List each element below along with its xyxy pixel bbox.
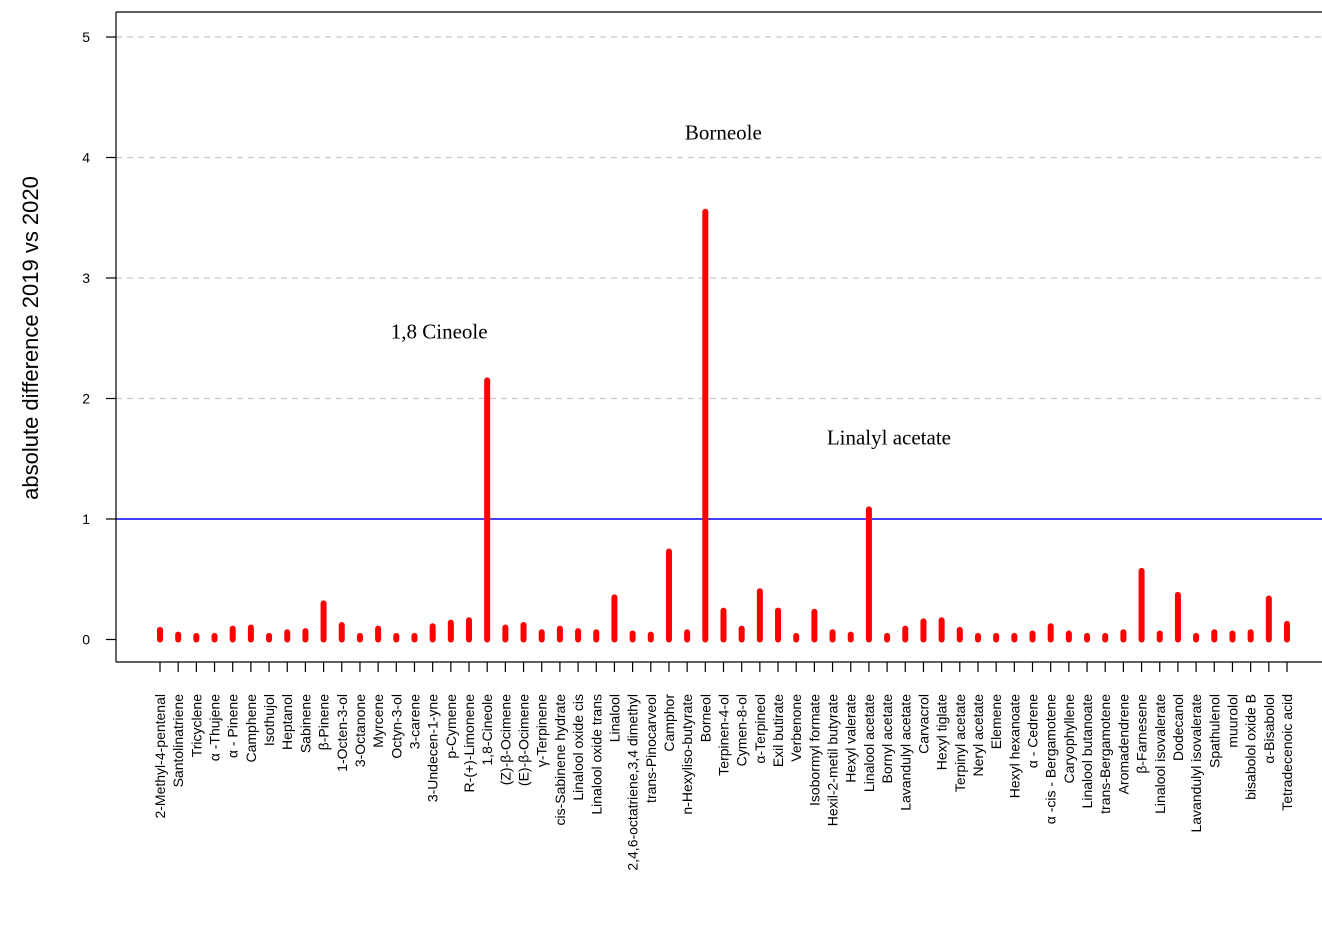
- x-tick-label: (E)-β-Ocimene: [516, 694, 532, 786]
- annotation-label: Linalyl acetate: [827, 425, 951, 449]
- x-tick-label: cis-Sabinene hydrate: [552, 694, 568, 826]
- x-tick-label: α - Cedrene: [1025, 694, 1041, 768]
- x-tick-label: Sabinene: [297, 694, 313, 753]
- x-tick-label: muurolol: [1224, 694, 1240, 748]
- x-tick-label: Lavandulyl isovalerate: [1188, 694, 1204, 833]
- y-ticks: 0 1 2 3 4 5: [82, 29, 116, 648]
- x-tick-label: Linalool acetate: [861, 694, 877, 792]
- gridlines: [116, 36, 1322, 400]
- y-tick-label: 4: [82, 150, 90, 166]
- x-tick-label: Camphene: [243, 694, 259, 763]
- x-tick-label: Neryl acetate: [970, 694, 986, 777]
- x-tick-label: Heptanol: [279, 694, 295, 750]
- x-tick-label: Aromadendrene: [1115, 694, 1131, 795]
- x-tick-label: 2-Methyl-4-pentenal: [152, 694, 168, 819]
- x-tick-label: α-Terpineol: [752, 694, 768, 764]
- x-tick-label: Carvacrol: [915, 694, 931, 754]
- x-tick-label: Linalool isovalerate: [1152, 694, 1168, 814]
- x-tick-label: Exil butirate: [770, 694, 786, 767]
- x-tick-label: Dodecanol: [1170, 694, 1186, 761]
- y-tick-label: 2: [82, 391, 90, 407]
- x-tick-label: Spathulenol: [1206, 694, 1222, 768]
- x-tick-label: α -cis - Bergamotene: [1043, 694, 1059, 824]
- x-tick-label: Isothujol: [261, 694, 277, 746]
- axes: [115, 11, 1322, 663]
- x-tick-label: 3-carene: [406, 694, 422, 749]
- x-tick-label: trans-Bergamotene: [1097, 694, 1113, 814]
- annotation-label: Borneole: [685, 120, 762, 144]
- x-tick-label: Camphor: [661, 694, 677, 752]
- x-tick-label: Isobormyl formate: [806, 694, 822, 806]
- x-tick-label: Linalool oxide cis: [570, 694, 586, 801]
- annotation-label: 1,8 Cineole: [391, 319, 488, 343]
- x-tick-label: Myrcene: [370, 694, 386, 748]
- x-tick-label: α -Thujene: [207, 694, 223, 761]
- x-ticks: 2-Methyl-4-pentenal Santolinatriene Tricyc…: [152, 662, 1295, 871]
- x-tick-label: Octyn-3-ol: [388, 694, 404, 759]
- x-tick-label: 1-Octen-3-ol: [334, 694, 350, 772]
- x-tick-label: (Z)-β-Ocimene: [497, 694, 513, 785]
- x-tick-label: Caryophyllene: [1061, 694, 1077, 784]
- x-tick-label: α - Pinene: [225, 694, 241, 758]
- bars: [157, 208, 1290, 643]
- x-tick-label: Borneol: [697, 694, 713, 742]
- x-tick-label: α-Bisabolol: [1261, 694, 1277, 764]
- x-tick-label: Hexyl hexanoate: [1006, 694, 1022, 799]
- x-tick-label: β-Farnesene: [1134, 694, 1150, 774]
- x-tick-label: Terpinyl acetate: [952, 694, 968, 792]
- y-tick-label: 0: [82, 632, 90, 648]
- x-tick-label: Verbenone: [788, 694, 804, 762]
- x-tick-label: Cymen-8-ol: [734, 694, 750, 766]
- x-tick-label: Elemene: [988, 694, 1004, 749]
- x-tick-label: p-Cymene: [443, 694, 459, 759]
- x-tick-label: Tricyclene: [188, 694, 204, 757]
- x-tick-label: Hexil-2-metil butyrate: [825, 694, 841, 826]
- x-tick-label: Tetradecenoic acid: [1279, 694, 1295, 811]
- x-tick-label: Terpinen-4-ol: [716, 694, 732, 776]
- y-tick-label: 1: [82, 511, 90, 527]
- x-tick-label: 3-Octanone: [352, 694, 368, 767]
- annotations: 1,8 Cineole Borneole Linalyl acetate: [391, 120, 951, 449]
- x-tick-label: 1,8-Cineole: [479, 694, 495, 766]
- x-tick-label: n-Hexyliso-butyrate: [679, 694, 695, 815]
- x-tick-label: Hexyl tiglate: [934, 694, 950, 770]
- x-tick-label: Hexyl valerate: [843, 694, 859, 783]
- y-tick-label: 5: [82, 29, 90, 45]
- x-tick-label: 3-Undecen-1-yne: [425, 694, 441, 802]
- x-tick-label: 2,4,6-octatriene,3,4 dimethyl: [625, 694, 641, 871]
- y-tick-label: 3: [82, 270, 90, 286]
- x-tick-label: β-Pinene: [316, 694, 332, 751]
- y-axis-label: absolute difference 2019 vs 2020: [18, 176, 43, 500]
- x-tick-label: bisabolol oxide B: [1243, 694, 1259, 800]
- x-tick-label: γ-Terpinene: [534, 694, 550, 767]
- x-tick-label: trans-Pinocarveol: [643, 694, 659, 803]
- x-tick-label: R-(+)-Limonene: [461, 694, 477, 793]
- x-tick-label: Linalool butanoate: [1079, 694, 1095, 809]
- x-tick-label: Linalool oxide trans: [588, 694, 604, 815]
- x-tick-label: Linalool: [606, 694, 622, 742]
- x-tick-label: Lavandulyl acetate: [897, 694, 913, 811]
- x-tick-label: Bornyl acetate: [879, 694, 895, 784]
- x-tick-label: Santolinatriene: [170, 694, 186, 788]
